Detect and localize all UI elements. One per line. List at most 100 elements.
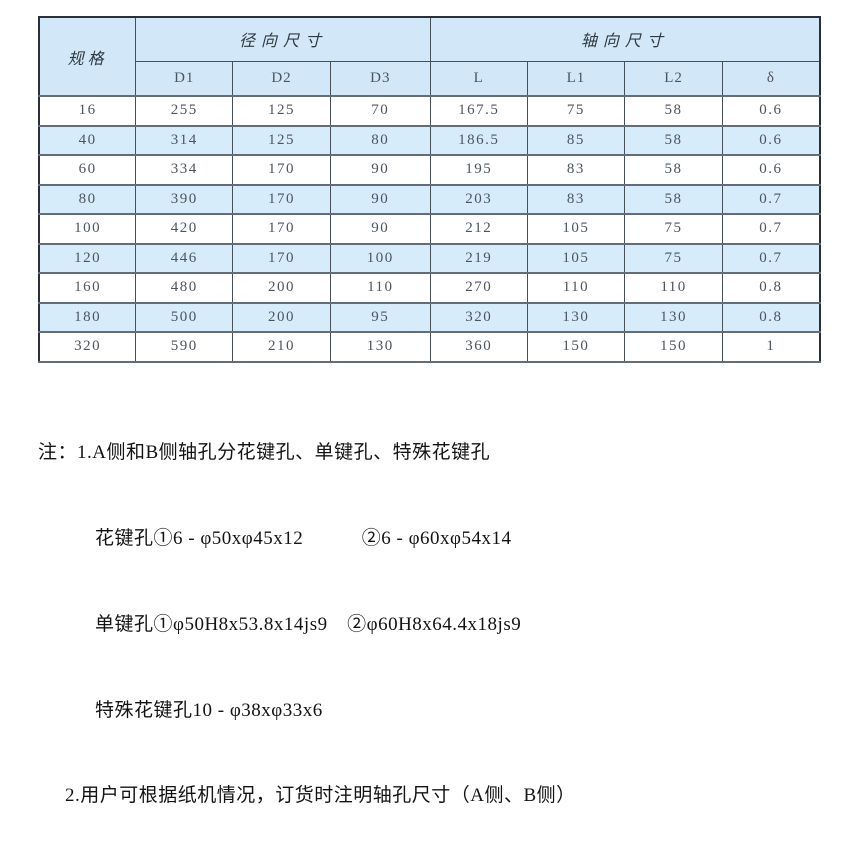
value-cell: 0.8 <box>721 272 821 304</box>
value-cell: 270 <box>429 272 528 304</box>
spec-cell: 160 <box>38 272 137 304</box>
column-header-l2: L2 <box>624 60 723 97</box>
note-text-1: 1.A侧和B侧轴孔分花键孔、单键孔、特殊花键孔 <box>77 442 491 464</box>
value-cell: 390 <box>135 183 234 215</box>
value-cell: 320 <box>429 301 528 333</box>
column-header-l1: L1 <box>526 60 626 97</box>
value-cell: 446 <box>135 242 234 274</box>
value-cell: 100 <box>329 242 431 274</box>
table-row: 160 480 200 110 270 110 110 0.8 <box>38 272 821 304</box>
value-cell: 90 <box>329 213 431 245</box>
spec-cell: 100 <box>38 213 137 245</box>
value-cell: 0.8 <box>721 301 821 333</box>
table-row: 80 390 170 90 203 83 58 0.7 <box>38 183 821 215</box>
table-header: 规格 径向尺寸 轴向尺寸 D1 D2 D3 L L1 L2 δ <box>38 16 821 97</box>
value-cell: 95 <box>329 301 431 333</box>
note-line-2: 花键孔①6 - φ50xφ45x12 ②6 - φ60xφ54x14 <box>95 527 512 549</box>
dimension-table: 规格 径向尺寸 轴向尺寸 D1 D2 D3 L L1 L2 δ 16 255 125… <box>38 16 821 363</box>
value-cell: 590 <box>135 331 234 363</box>
value-cell: 170 <box>232 213 331 245</box>
note-line-5: 2.用户可根据纸机情况，订货时注明轴孔尺寸（A侧、B侧） <box>65 785 576 807</box>
axial-group-header: 轴向尺寸 <box>429 16 821 62</box>
value-cell: 210 <box>232 331 331 363</box>
value-cell: 80 <box>329 124 431 156</box>
table-row: 320 590 210 130 360 150 150 1 <box>38 331 821 363</box>
value-cell: 110 <box>526 272 626 304</box>
column-header-d2: D2 <box>232 60 331 97</box>
column-header-delta: δ <box>721 60 821 97</box>
spec-cell: 180 <box>38 301 137 333</box>
value-cell: 500 <box>135 301 234 333</box>
value-cell: 58 <box>624 154 723 186</box>
table-row: 16 255 125 70 167.5 75 58 0.6 <box>38 95 821 127</box>
value-cell: 90 <box>329 183 431 215</box>
value-cell: 0.7 <box>721 242 821 274</box>
radial-group-header: 径向尺寸 <box>135 16 431 62</box>
value-cell: 150 <box>624 331 723 363</box>
value-cell: 130 <box>329 331 431 363</box>
value-cell: 255 <box>135 95 234 127</box>
column-header-row: D1 D2 D3 L L1 L2 δ <box>39 60 821 97</box>
value-cell: 85 <box>526 124 626 156</box>
table-body: 16 255 125 70 167.5 75 58 0.6 40 314 125 80 186.5 85 5… <box>38 95 821 363</box>
value-cell: 203 <box>429 183 528 215</box>
value-cell: 110 <box>329 272 431 304</box>
value-cell: 167.5 <box>429 95 528 127</box>
value-cell: 200 <box>232 272 331 304</box>
spec-cell: 16 <box>38 95 137 127</box>
value-cell: 110 <box>624 272 723 304</box>
table-row: 40 314 125 80 186.5 85 58 0.6 <box>38 124 821 156</box>
value-cell: 75 <box>624 213 723 245</box>
column-header-d1: D1 <box>135 60 234 97</box>
value-cell: 90 <box>329 154 431 186</box>
value-cell: 58 <box>624 183 723 215</box>
value-cell: 0.7 <box>721 183 821 215</box>
spec-cell: 120 <box>38 242 137 274</box>
spec-column-header: 规格 <box>38 16 137 97</box>
note-line-1: 注：1.A侧和B侧轴孔分花键孔、单键孔、特殊花键孔 <box>38 439 576 468</box>
value-cell: 0.6 <box>721 124 821 156</box>
group-header-row: 规格 径向尺寸 轴向尺寸 <box>38 16 821 97</box>
value-cell: 105 <box>526 242 626 274</box>
value-cell: 170 <box>232 242 331 274</box>
value-cell: 58 <box>624 95 723 127</box>
value-cell: 150 <box>526 331 626 363</box>
table-row: 100 420 170 90 212 105 75 0.7 <box>38 213 821 245</box>
value-cell: 75 <box>624 242 723 274</box>
value-cell: 1 <box>721 331 821 363</box>
spec-cell: 40 <box>38 124 137 156</box>
value-cell: 105 <box>526 213 626 245</box>
column-header-l: L <box>429 60 528 97</box>
spec-cell: 60 <box>38 154 137 186</box>
value-cell: 195 <box>429 154 528 186</box>
value-cell: 212 <box>429 213 528 245</box>
note-line-4: 特殊花键孔10 - φ38xφ33x6 <box>95 699 323 721</box>
value-cell: 314 <box>135 124 234 156</box>
value-cell: 170 <box>232 154 331 186</box>
value-cell: 125 <box>232 124 331 156</box>
value-cell: 70 <box>329 95 431 127</box>
table-row: 180 500 200 95 320 130 130 0.8 <box>38 301 821 333</box>
note-line-3: 单键孔①φ50H8x53.8x14js9 ②φ60H8x64.4x18js9 <box>95 613 522 635</box>
value-cell: 125 <box>232 95 331 127</box>
note-prefix: 注： <box>38 442 78 464</box>
table-row: 60 334 170 90 195 83 58 0.6 <box>38 154 821 186</box>
column-header-d3: D3 <box>329 60 431 97</box>
value-cell: 200 <box>232 301 331 333</box>
value-cell: 0.7 <box>721 213 821 245</box>
value-cell: 219 <box>429 242 528 274</box>
value-cell: 480 <box>135 272 234 304</box>
value-cell: 420 <box>135 213 234 245</box>
value-cell: 58 <box>624 124 723 156</box>
value-cell: 186.5 <box>429 124 528 156</box>
value-cell: 0.6 <box>721 154 821 186</box>
table-row: 120 446 170 100 219 105 75 0.7 <box>38 242 821 274</box>
value-cell: 75 <box>526 95 626 127</box>
value-cell: 83 <box>526 183 626 215</box>
value-cell: 170 <box>232 183 331 215</box>
value-cell: 334 <box>135 154 234 186</box>
value-cell: 360 <box>429 331 528 363</box>
notes: 注：1.A侧和B侧轴孔分花键孔、单键孔、特殊花键孔 花键孔①6 - φ50xφ4… <box>38 382 576 868</box>
spec-cell: 320 <box>38 331 137 363</box>
spec-cell: 80 <box>38 183 137 215</box>
